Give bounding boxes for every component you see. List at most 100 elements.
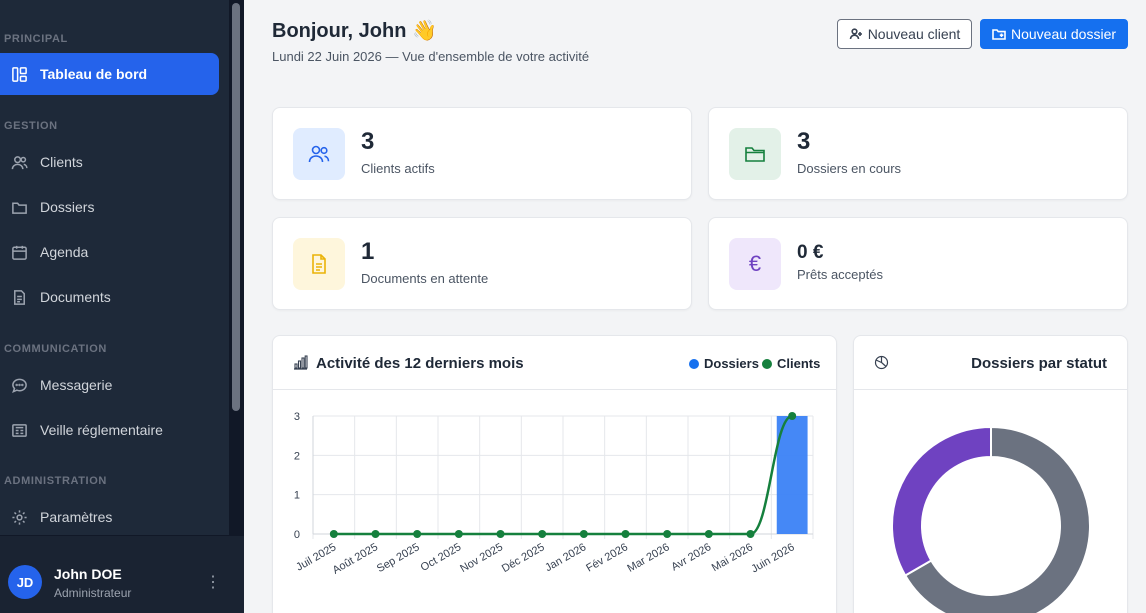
sidebar-item-clients[interactable]: Clients	[0, 141, 219, 183]
sidebar-scrollbar[interactable]	[229, 0, 244, 535]
legend-marker	[689, 358, 699, 369]
activity-chart-card: Activité des 12 derniers mois Dossiers C…	[272, 335, 837, 613]
x-tick-label: Mai 2026	[710, 541, 755, 574]
new-dossier-label: Nouveau dossier	[1010, 26, 1117, 42]
chart-header: Dossiers par statut	[854, 336, 1127, 390]
section-principal: PRINCIPAL	[4, 33, 68, 45]
stat-value: 3	[797, 128, 811, 155]
newspaper-icon	[10, 421, 28, 439]
page-subtitle: Lundi 22 Juin 2026 — Vue d'ensemble de v…	[272, 49, 590, 64]
sidebar-item-label: Messagerie	[40, 377, 113, 393]
stat-card-clients[interactable]: 3 Clients actifs	[272, 107, 692, 200]
stat-card-prets[interactable]: € 0 € Prêts acceptés	[708, 217, 1128, 310]
new-client-label: Nouveau client	[867, 26, 961, 42]
user-panel: JD John DOE Administrateur ⋮	[0, 535, 244, 613]
point-clients	[579, 530, 588, 538]
sidebar-item-label: Dossiers	[40, 199, 95, 215]
point-clients	[454, 530, 463, 538]
more-vertical-icon[interactable]: ⋮	[205, 574, 221, 591]
x-tick-label: Oct 2025	[419, 541, 464, 574]
stat-value: 3	[361, 128, 375, 155]
sidebar-item-label: Paramètres	[40, 509, 113, 525]
legend-marker	[762, 358, 772, 369]
point-clients	[538, 530, 547, 538]
donut-slice	[891, 425, 992, 577]
users-icon	[10, 153, 28, 171]
pie-chart-icon	[874, 355, 889, 370]
avatar[interactable]: JD	[8, 565, 42, 599]
bar-chart-icon	[294, 355, 308, 370]
x-tick-label: Jan 2026	[543, 541, 588, 574]
x-tick-label: Fév 2026	[584, 541, 630, 574]
chart-title: Dossiers par statut	[971, 355, 1107, 372]
sidebar-item-label: Agenda	[40, 244, 89, 260]
sidebar-item-label: Veille réglementaire	[40, 422, 163, 438]
section-gestion: GESTION	[4, 120, 58, 132]
y-tick-label: 1	[294, 490, 300, 502]
sidebar-item-messagerie[interactable]: Messagerie	[0, 364, 219, 406]
legend-dossiers[interactable]: Dossiers	[689, 356, 759, 371]
stat-label: Clients actifs	[361, 161, 435, 176]
status-donut-chart	[891, 425, 1091, 613]
stat-label: Documents en attente	[361, 271, 489, 286]
calendar-icon	[10, 243, 28, 261]
bar-dossiers	[776, 416, 808, 534]
folder-icon	[10, 198, 28, 216]
greeting-text: Bonjour, John	[272, 20, 407, 42]
point-clients	[663, 530, 672, 538]
sidebar-item-parametres[interactable]: Paramètres	[0, 496, 219, 538]
sidebar-item-documents[interactable]: Documents	[0, 276, 219, 318]
stat-card-documents[interactable]: 1 Documents en attente	[272, 217, 692, 310]
point-clients	[621, 530, 630, 538]
dashboard-icon	[10, 65, 28, 83]
new-dossier-button[interactable]: Nouveau dossier	[980, 19, 1128, 49]
x-tick-label: Mar 2026	[625, 541, 671, 575]
sidebar-item-label: Documents	[40, 289, 111, 305]
sidebar-item-label: Clients	[40, 154, 83, 170]
x-tick-label: Avr 2026	[669, 541, 713, 573]
document-icon	[293, 238, 345, 290]
sidebar-item-dashboard[interactable]: Tableau de bord	[0, 53, 219, 95]
legend-label: Clients	[777, 356, 821, 371]
new-client-button[interactable]: Nouveau client	[837, 19, 972, 49]
stat-label: Prêts acceptés	[797, 267, 883, 282]
point-clients	[704, 530, 713, 538]
sidebar-item-agenda[interactable]: Agenda	[0, 231, 219, 273]
stat-value: 1	[361, 238, 375, 265]
chat-icon	[10, 376, 28, 394]
x-tick-label: Déc 2025	[500, 541, 547, 575]
point-clients	[329, 530, 338, 538]
stat-value: 0 €	[797, 242, 824, 263]
scrollbar-thumb[interactable]	[232, 3, 240, 411]
sidebar: PRINCIPAL Tableau de bord GESTION Client…	[0, 0, 244, 613]
stat-card-dossiers[interactable]: 3 Dossiers en cours	[708, 107, 1128, 200]
stat-label: Dossiers en cours	[797, 161, 902, 176]
point-clients	[788, 412, 797, 420]
x-tick-label: Sep 2025	[375, 541, 422, 575]
folder-open-icon	[729, 128, 781, 180]
section-administration: ADMINISTRATION	[4, 475, 107, 487]
legend-clients[interactable]: Clients	[762, 356, 820, 371]
folder-plus-icon	[992, 29, 1006, 40]
point-clients	[371, 530, 380, 538]
y-tick-label: 2	[294, 450, 300, 462]
x-tick-label: Juin 2026	[749, 541, 796, 575]
legend-label: Dossiers	[704, 356, 759, 371]
users-icon	[293, 128, 345, 180]
donut-slice	[903, 425, 1091, 613]
point-clients	[746, 530, 755, 538]
point-clients	[413, 530, 422, 538]
chart-header: Activité des 12 derniers mois Dossiers C…	[273, 336, 836, 390]
sidebar-item-dossiers[interactable]: Dossiers	[0, 186, 219, 228]
point-clients	[496, 530, 505, 538]
euro-icon: €	[729, 238, 781, 290]
y-tick-label: 0	[294, 529, 300, 541]
x-tick-label: Août 2025	[331, 541, 380, 576]
status-chart-card: Dossiers par statut	[853, 335, 1128, 613]
x-tick-label: Nov 2025	[458, 541, 505, 575]
gear-icon	[10, 508, 28, 526]
page-title: Bonjour, John 👋	[272, 18, 437, 43]
section-communication: COMMUNICATION	[4, 343, 107, 355]
sidebar-item-veille[interactable]: Veille réglementaire	[0, 409, 219, 451]
